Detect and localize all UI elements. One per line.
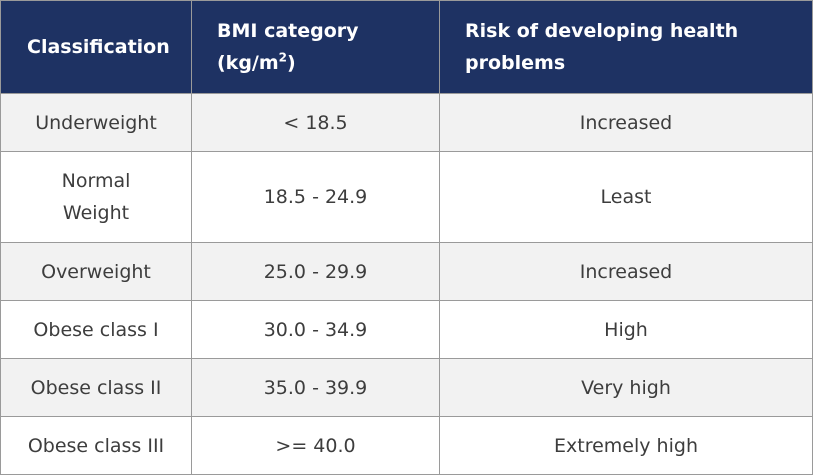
header-bmi-category-text: BMI category (kg/m xyxy=(217,20,359,74)
header-classification: Classification xyxy=(0,0,192,94)
table-row: Underweight < 18.5 Increased xyxy=(0,93,813,152)
header-risk: Risk of developing health problems xyxy=(439,0,813,94)
table-row: Obese class I 30.0 - 34.9 High xyxy=(0,300,813,359)
cell-risk: High xyxy=(439,300,813,359)
cell-risk: Increased xyxy=(439,93,813,152)
table-row: Overweight 25.0 - 29.9 Increased xyxy=(0,242,813,301)
table-row: Normal Weight 18.5 - 24.9 Least xyxy=(0,151,813,243)
cell-bmi-range: 18.5 - 24.9 xyxy=(191,151,440,243)
table-body: Underweight < 18.5 Increased Normal Weig… xyxy=(0,93,813,475)
header-row: Classification BMI category (kg/m2) Risk… xyxy=(0,0,813,94)
cell-classification: Obese class II xyxy=(0,358,192,417)
cell-classification: Underweight xyxy=(0,93,192,152)
cell-bmi-range: >= 40.0 xyxy=(191,416,440,475)
cell-classification: Overweight xyxy=(0,242,192,301)
cell-risk: Very high xyxy=(439,358,813,417)
cell-risk: Increased xyxy=(439,242,813,301)
cell-classification: Obese class I xyxy=(0,300,192,359)
cell-risk: Extremely high xyxy=(439,416,813,475)
table-row: Obese class II 35.0 - 39.9 Very high xyxy=(0,358,813,417)
cell-risk: Least xyxy=(439,151,813,243)
cell-bmi-range: 35.0 - 39.9 xyxy=(191,358,440,417)
header-bmi-unit-exponent: 2 xyxy=(278,50,288,65)
header-bmi-category-suffix: ) xyxy=(287,52,296,74)
table-row: Obese class III >= 40.0 Extremely high xyxy=(0,416,813,475)
cell-classification-text: Normal Weight xyxy=(61,170,131,224)
table-header: Classification BMI category (kg/m2) Risk… xyxy=(0,0,813,94)
cell-classification: Normal Weight xyxy=(0,151,192,243)
cell-bmi-range: 30.0 - 34.9 xyxy=(191,300,440,359)
cell-bmi-range: 25.0 - 29.9 xyxy=(191,242,440,301)
cell-classification: Obese class III xyxy=(0,416,192,475)
cell-bmi-range: < 18.5 xyxy=(191,93,440,152)
header-bmi-category: BMI category (kg/m2) xyxy=(191,0,440,94)
